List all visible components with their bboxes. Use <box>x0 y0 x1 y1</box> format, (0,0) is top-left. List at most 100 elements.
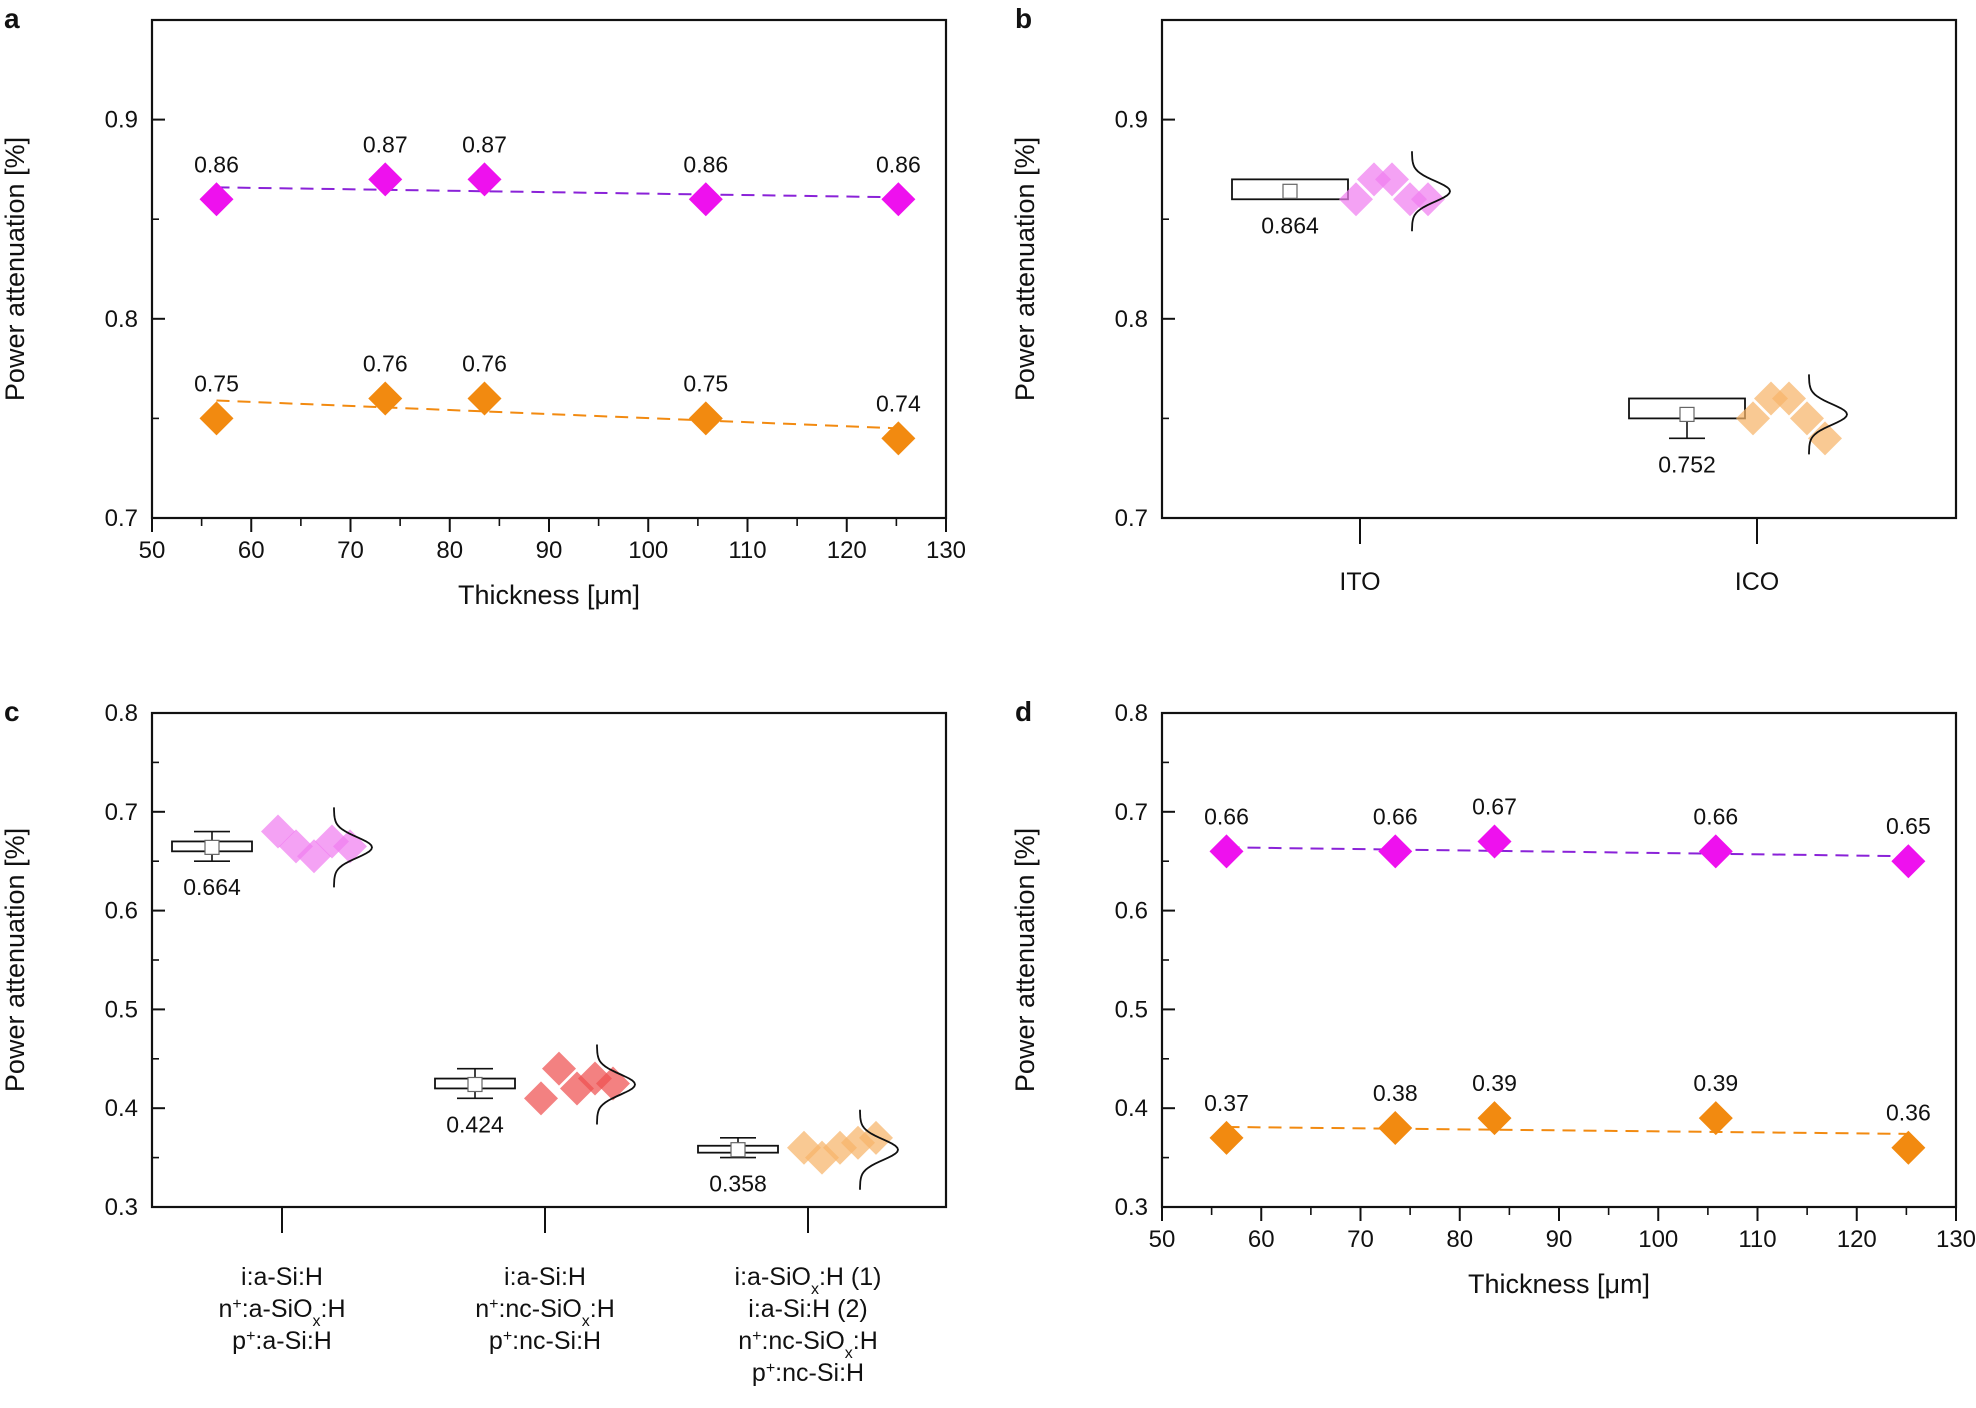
c-category-label: n+:a-SiOx:H <box>218 1295 345 1330</box>
c-distribution-curve <box>596 1044 636 1125</box>
c-mean-marker <box>204 839 220 855</box>
d-y-tick-label: 0.7 <box>1115 799 1148 826</box>
d-y-axis-title: Power attenuation [%] <box>1010 828 1040 1092</box>
d-x-tick-label: 50 <box>1149 1226 1176 1253</box>
panel-d-letter: d <box>1015 696 1032 727</box>
c-y-tick-label: 0.7 <box>105 799 138 826</box>
a-ico-point-label: 0.75 <box>683 370 728 396</box>
d-ico-point-label: 0.39 <box>1472 1070 1517 1096</box>
a-ico-trend-line <box>216 399 899 430</box>
b-mean-label: 0.864 <box>1261 212 1319 238</box>
a-ito-point-label: 0.87 <box>462 131 507 157</box>
a-ito-point-label: 0.86 <box>194 151 239 177</box>
b-data-point <box>1754 381 1788 416</box>
a-ito-point <box>199 182 234 217</box>
d-ico-point-label: 0.38 <box>1373 1080 1418 1106</box>
c-mean-label: 0.424 <box>446 1111 504 1137</box>
d-ito-point-label: 0.65 <box>1886 813 1931 839</box>
a-ito-point-label: 0.86 <box>683 151 728 177</box>
c-y-axis-title: Power attenuation [%] <box>0 828 30 1092</box>
d-ico-trend-line <box>1226 1125 1909 1135</box>
a-x-tick-label: 60 <box>238 537 265 564</box>
a-ico-point <box>688 401 723 436</box>
panel-c: c 0.3 0.4 0.5 0.6 0.7 0.8 Power attenuation [%… <box>0 696 948 1387</box>
a-y-axis-title: Power attenuation [%] <box>0 137 30 401</box>
a-x-tick-label: 130 <box>926 537 966 564</box>
b-category-label: ITO <box>1339 568 1380 596</box>
c-y-tick-label: 0.8 <box>105 700 138 727</box>
d-x-tick-label: 120 <box>1837 1226 1877 1253</box>
d-x-tick-label: 90 <box>1546 1226 1573 1253</box>
c-category-label: p+:nc-Si:H <box>489 1327 601 1355</box>
d-ito-point <box>1209 834 1244 869</box>
c-category-label: p+:nc-Si:H <box>752 1359 864 1387</box>
b-y-axis-title: Power attenuation [%] <box>1010 137 1040 401</box>
c-category-label: n+:nc-SiOx:H <box>738 1327 878 1362</box>
d-y-tick-label: 0.5 <box>1115 996 1148 1023</box>
b-data-point <box>1772 381 1806 416</box>
panel-b-plot-frame <box>1160 18 1958 520</box>
b-y-tick-label: 0.8 <box>1115 306 1148 333</box>
b-mean-label: 0.752 <box>1658 451 1716 477</box>
panel-c-plot-frame <box>150 711 948 1209</box>
b-data-point <box>1375 162 1409 197</box>
a-ito-point <box>688 182 723 217</box>
c-distribution-curve <box>333 807 373 888</box>
panel-b: b 0.7 0.8 0.9 Power attenuation [%] 0.864 0.7… <box>1010 3 1958 596</box>
panel-a-letter: a <box>4 3 20 34</box>
c-data-point <box>542 1051 576 1086</box>
panel-c-letter: c <box>4 696 20 727</box>
panel-d: d 0.3 0.4 0.5 0.6 0.7 0.8 Power attenuation [%… <box>1010 696 1976 1299</box>
d-ico-point <box>1209 1120 1244 1155</box>
a-ito-point <box>467 162 502 197</box>
c-y-tick-label: 0.5 <box>105 996 138 1023</box>
a-y-tick-label: 0.7 <box>105 505 138 532</box>
panel-b-letter: b <box>1015 3 1032 34</box>
d-ico-point-label: 0.37 <box>1204 1090 1249 1116</box>
d-y-tick-label: 0.4 <box>1115 1095 1148 1122</box>
d-x-tick-label: 80 <box>1446 1226 1473 1253</box>
d-ito-point <box>1698 834 1733 869</box>
b-data-point <box>1790 401 1824 436</box>
d-x-tick-label: 70 <box>1347 1226 1374 1253</box>
b-y-tick-label: 0.9 <box>1115 107 1148 134</box>
d-ico-point-label: 0.39 <box>1693 1070 1738 1096</box>
a-ico-point <box>467 381 502 416</box>
c-mean-marker <box>730 1142 746 1158</box>
b-data-point <box>1736 401 1770 436</box>
a-ico-point-label: 0.76 <box>462 350 507 376</box>
d-y-tick-label: 0.3 <box>1115 1194 1148 1221</box>
panel-a-plot-frame <box>150 18 948 520</box>
panel-a: a 0.7 0.8 0.9 Power attenuation [%] 50 60 70 80… <box>0 3 966 610</box>
c-mean-label: 0.358 <box>709 1171 767 1197</box>
b-data-point <box>1393 182 1427 217</box>
c-category-label: i:a-Si:H <box>504 1263 586 1291</box>
d-ito-point-label: 0.66 <box>1373 803 1418 829</box>
c-data-point <box>524 1081 558 1116</box>
b-distribution-curve <box>1411 151 1451 232</box>
c-mean-label: 0.664 <box>183 874 241 900</box>
a-x-tick-label: 70 <box>337 537 364 564</box>
d-ito-point-label: 0.67 <box>1472 793 1517 819</box>
d-ito-point <box>1891 844 1926 879</box>
d-x-tick-label: 60 <box>1248 1226 1275 1253</box>
b-mean-marker <box>1679 406 1695 423</box>
b-data-point <box>1808 421 1842 456</box>
a-ico-point-label: 0.75 <box>194 370 239 396</box>
b-box <box>1231 178 1349 201</box>
d-ico-point <box>1891 1130 1926 1165</box>
b-y-tick-label: 0.7 <box>1115 505 1148 532</box>
d-ito-point-label: 0.66 <box>1693 803 1738 829</box>
a-ico-point-label: 0.76 <box>363 350 408 376</box>
c-mean-marker <box>467 1076 483 1093</box>
c-category-label: n+:nc-SiOx:H <box>475 1295 615 1330</box>
c-category-label: i:a-SiOx:H (1) <box>735 1263 882 1298</box>
a-ito-point <box>881 182 916 217</box>
d-ito-point <box>1378 834 1413 869</box>
d-ito-point <box>1477 824 1512 859</box>
d-ito-point-label: 0.66 <box>1204 803 1249 829</box>
d-ico-point <box>1698 1101 1733 1136</box>
b-data-point <box>1357 162 1391 197</box>
a-x-tick-label: 80 <box>436 537 463 564</box>
d-ito-trend-line <box>1226 846 1909 858</box>
